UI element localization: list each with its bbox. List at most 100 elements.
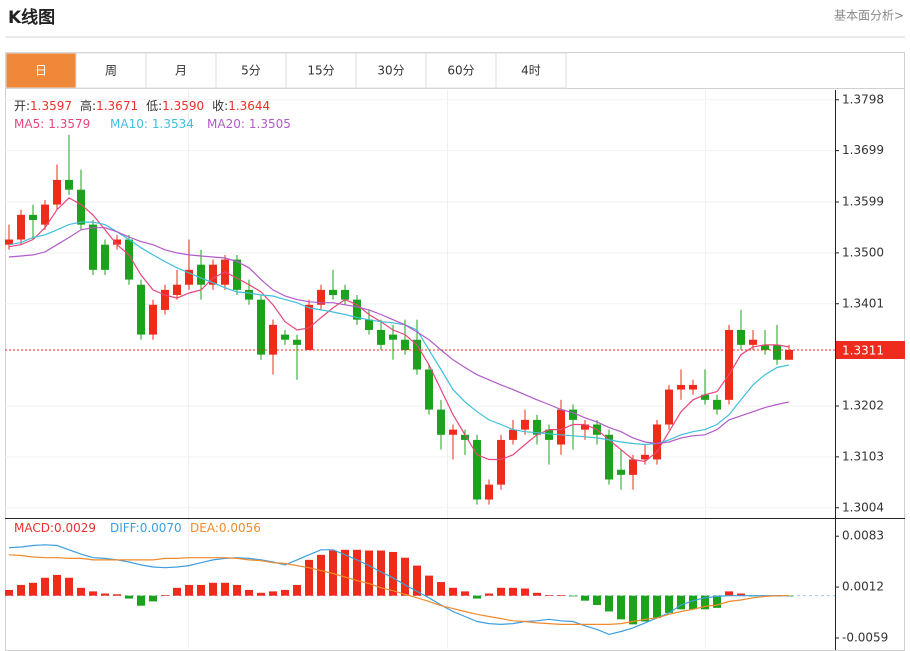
macd-bar: [713, 595, 721, 608]
macd-bar: [17, 584, 25, 596]
macd-bar: [89, 591, 97, 596]
candle-body: [41, 204, 49, 225]
info-label: 高:: [80, 98, 96, 113]
macd-bar: [209, 582, 217, 596]
macd-bar: [377, 550, 385, 596]
candle-body: [77, 189, 85, 225]
ma-line: [8, 227, 790, 445]
macd-bar: [461, 591, 469, 596]
candle-body: [233, 259, 241, 290]
macd-bar: [425, 575, 433, 596]
candle-body: [545, 429, 553, 440]
candle-body: [581, 424, 589, 430]
fundamental-link[interactable]: 基本面分析>: [834, 9, 904, 23]
macd-bar: [401, 557, 409, 596]
macd-bar: [569, 595, 577, 597]
candle-body: [113, 239, 121, 245]
candle-body: [353, 299, 361, 320]
macd-bar: [305, 559, 313, 596]
tab-label[interactable]: 月: [175, 64, 187, 78]
legend-entry: MA10: 1.3534: [110, 117, 194, 131]
candle-body: [5, 239, 13, 245]
candle-body: [293, 339, 301, 345]
tab-label[interactable]: 60分: [447, 64, 474, 78]
macd-bar: [293, 584, 301, 596]
candle-body: [509, 429, 517, 440]
candle-body: [137, 284, 145, 335]
legend-name: DIFF:: [110, 521, 140, 535]
macd-bar: [653, 595, 661, 618]
candle-body: [617, 469, 625, 475]
legend-value: 1.3534: [152, 117, 194, 131]
candle-body: [329, 289, 337, 296]
tab-label[interactable]: 5分: [241, 64, 261, 78]
macd-bar: [533, 592, 541, 596]
macd-bar: [65, 577, 73, 596]
tab-label[interactable]: 周: [105, 64, 117, 78]
info-value: 1.3671: [96, 99, 138, 113]
tab[interactable]: [5, 52, 77, 89]
candle-body: [389, 334, 397, 340]
y-tick-label: 1.3103: [842, 449, 884, 463]
tab[interactable]: [145, 52, 217, 89]
tab[interactable]: [495, 52, 567, 89]
legend-entry: MACD:0.0029: [14, 521, 96, 535]
candle-body: [173, 284, 181, 296]
candle-body: [653, 424, 661, 460]
candle-body: [725, 329, 733, 400]
tab[interactable]: [215, 52, 287, 89]
legend-name: MACD:: [14, 521, 54, 535]
macd-bar: [485, 593, 493, 596]
tab-label[interactable]: 30分: [377, 64, 404, 78]
legend-entry: DIFF:0.0070: [110, 521, 182, 535]
candle-body: [65, 179, 73, 190]
macd-bar: [29, 582, 37, 596]
candle-body: [209, 264, 217, 285]
y-tick-label: 1.3202: [842, 399, 884, 413]
tab-label[interactable]: 日: [35, 64, 47, 78]
macd-bar: [413, 565, 421, 596]
macd-bar: [173, 587, 181, 596]
macd-bar: [113, 594, 121, 596]
legend-entry: MA20: 1.3505: [207, 117, 291, 131]
macd-bar: [665, 595, 673, 613]
y-tick-label: -0.0059: [842, 630, 888, 644]
macd-line: [8, 554, 789, 625]
candle-body: [641, 454, 649, 460]
legend-value: 0.0056: [219, 521, 261, 535]
legend-name: MA10:: [110, 117, 148, 131]
macd-bar: [365, 550, 373, 596]
tab[interactable]: [75, 52, 147, 89]
macd-bar: [473, 595, 481, 599]
candle-body: [605, 434, 613, 480]
macd-bar: [137, 595, 145, 606]
candle-body: [257, 299, 265, 355]
legend-entry: MA5: 1.3579: [14, 117, 90, 131]
tab[interactable]: [285, 52, 357, 89]
macd-bar: [125, 595, 133, 599]
tab-label[interactable]: 4时: [521, 64, 541, 78]
macd-bar: [53, 574, 61, 596]
candle-body: [53, 179, 61, 205]
tab[interactable]: [355, 52, 427, 89]
y-tick-label: 1.3699: [842, 143, 884, 157]
macd-bar: [281, 589, 289, 596]
info-label: 开:: [14, 99, 30, 113]
macd-bar: [725, 591, 733, 596]
candle-body: [497, 439, 505, 485]
chart-frame: [5, 52, 905, 651]
macd-bar: [101, 593, 109, 596]
tab-label[interactable]: 15分: [307, 64, 334, 78]
candle-body: [377, 329, 385, 345]
macd-bar: [161, 594, 169, 596]
candle-body: [461, 434, 469, 440]
macd-bar: [737, 593, 745, 596]
candle-body: [125, 239, 133, 280]
legend-value: 1.3505: [249, 117, 291, 131]
y-tick-label: 1.3599: [842, 195, 884, 209]
macd-bar: [341, 549, 349, 596]
candle-body: [101, 244, 109, 270]
candle-body: [269, 324, 277, 355]
macd-bar: [233, 584, 241, 596]
candle-body: [185, 269, 193, 285]
